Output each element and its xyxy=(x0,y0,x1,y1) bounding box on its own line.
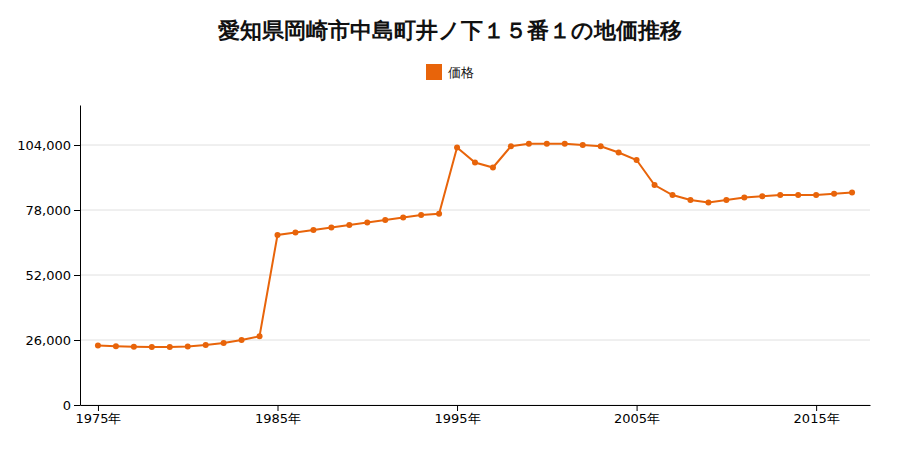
y-axis-tick: 78,000 xyxy=(26,203,81,218)
point xyxy=(472,160,478,166)
point xyxy=(759,193,765,199)
point xyxy=(652,182,658,188)
x-axis-line xyxy=(81,405,871,406)
y-axis-tick-mark xyxy=(74,145,80,146)
point xyxy=(275,232,281,238)
point xyxy=(687,197,693,203)
point xyxy=(490,165,496,171)
x-axis-tick-label: 2015年 xyxy=(794,411,840,426)
point xyxy=(454,145,460,151)
y-axis-tick-mark xyxy=(74,275,80,276)
point xyxy=(670,192,676,198)
x-axis-tick-label: 1975年 xyxy=(75,411,121,426)
point xyxy=(149,344,155,350)
point xyxy=(526,141,532,147)
point xyxy=(292,230,298,236)
y-axis-tick: 26,000 xyxy=(26,333,81,348)
point xyxy=(813,192,819,198)
y-axis-tick-label: 104,000 xyxy=(17,138,71,153)
x-axis-tick: 1985年 xyxy=(255,405,301,426)
point xyxy=(544,141,550,147)
plot: 1975年 1985年 1995年 2005年 2015年 0 26,000 52,000 78… xyxy=(17,106,870,427)
point xyxy=(616,150,622,156)
x-axis-tick: 2005年 xyxy=(614,405,660,426)
point xyxy=(185,344,191,350)
x-axis-tick-label: 1985年 xyxy=(255,411,301,426)
point xyxy=(167,344,173,350)
point xyxy=(346,222,352,228)
point xyxy=(723,197,729,203)
point xyxy=(795,192,801,198)
x-axis-tick-mark xyxy=(278,405,279,411)
point xyxy=(328,225,334,231)
point xyxy=(95,343,101,349)
point xyxy=(705,200,711,206)
point xyxy=(131,344,137,350)
grid-line xyxy=(80,405,870,406)
point xyxy=(239,337,245,343)
point xyxy=(257,333,263,339)
point xyxy=(382,217,388,223)
point xyxy=(400,215,406,221)
y-axis-tick-label: 26,000 xyxy=(26,333,72,348)
x-axis-tick-mark xyxy=(98,405,99,411)
data xyxy=(95,141,855,350)
line xyxy=(98,144,852,347)
legend-label: 価格 xyxy=(448,65,474,80)
x-axis-tick-label: 2005年 xyxy=(614,411,660,426)
point xyxy=(113,343,119,349)
grid xyxy=(80,145,870,405)
x-axis-tick-mark xyxy=(816,405,817,411)
point xyxy=(418,212,424,218)
y-axis-tick-label: 52,000 xyxy=(26,268,72,283)
chart: 愛知県岡崎市中島町井ノ下１５番１の地価推移 1975年 1985年 1995年 2005… xyxy=(0,0,900,450)
legend-swatch xyxy=(426,64,442,80)
y-axis-tick: 0 xyxy=(63,398,80,413)
y-axis-tick-mark xyxy=(74,210,80,211)
point xyxy=(598,143,604,149)
point xyxy=(634,157,640,163)
x-axis-tick-mark xyxy=(457,405,458,411)
y-axis-line xyxy=(80,106,81,406)
grid-line xyxy=(80,275,870,276)
point xyxy=(221,340,227,346)
x-axis-tick: 2015年 xyxy=(794,405,840,426)
x-axis-tick-label: 1995年 xyxy=(434,411,480,426)
point xyxy=(203,342,209,348)
x-axis-tick: 1995年 xyxy=(434,405,480,426)
y-axis-tick-mark xyxy=(74,340,80,341)
point xyxy=(508,143,514,149)
y-axis-tick-label: 78,000 xyxy=(26,203,72,218)
point xyxy=(310,227,316,233)
x-axis: 1975年 1985年 1995年 2005年 2015年 xyxy=(75,405,870,426)
title: 愛知県岡崎市中島町井ノ下１５番１の地価推移 xyxy=(218,18,682,43)
y-axis: 0 26,000 52,000 78,000 104,000 xyxy=(17,106,80,413)
y-axis-tick: 104,000 xyxy=(17,138,80,153)
y-axis-tick-label: 0 xyxy=(63,398,71,413)
point xyxy=(364,220,370,226)
grid-line xyxy=(80,210,870,211)
point xyxy=(562,141,568,147)
point xyxy=(580,142,586,148)
point xyxy=(831,191,837,197)
point xyxy=(436,211,442,217)
y-axis-tick-mark xyxy=(74,405,80,406)
legend: 価格 xyxy=(426,64,474,80)
point xyxy=(849,190,855,196)
grid-line xyxy=(80,340,870,341)
point xyxy=(777,192,783,198)
grid-line xyxy=(80,145,870,146)
y-axis-tick: 52,000 xyxy=(26,268,81,283)
point xyxy=(741,195,747,201)
legend-item: 価格 xyxy=(426,64,474,80)
x-axis-tick: 1975年 xyxy=(75,405,121,426)
x-axis-tick-mark xyxy=(637,405,638,411)
